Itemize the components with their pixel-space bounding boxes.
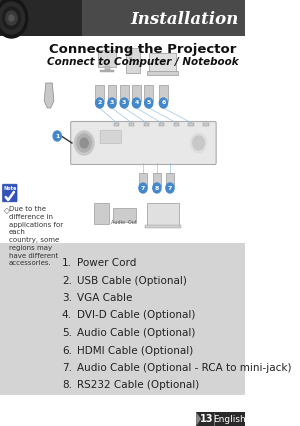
Text: 4.: 4. — [62, 311, 72, 320]
FancyBboxPatch shape — [95, 85, 104, 101]
Text: English: English — [213, 414, 246, 423]
FancyBboxPatch shape — [153, 173, 161, 186]
Circle shape — [166, 183, 174, 193]
Bar — [129, 123, 134, 126]
Text: HDMI Cable (Optional): HDMI Cable (Optional) — [77, 345, 193, 356]
Circle shape — [193, 136, 204, 150]
Circle shape — [0, 2, 25, 34]
Text: 1.: 1. — [62, 258, 72, 268]
Circle shape — [6, 11, 17, 25]
Circle shape — [190, 133, 207, 153]
Circle shape — [145, 98, 153, 108]
Bar — [0, 250, 245, 388]
Circle shape — [53, 131, 61, 141]
Text: Audio  Out: Audio Out — [111, 219, 137, 225]
FancyBboxPatch shape — [147, 202, 178, 225]
Circle shape — [153, 183, 161, 193]
Circle shape — [108, 98, 116, 108]
FancyBboxPatch shape — [3, 184, 17, 202]
Text: 2.: 2. — [62, 276, 72, 285]
Text: Note: Note — [3, 187, 16, 192]
Bar — [129, 57, 132, 58]
Text: 2: 2 — [98, 101, 102, 106]
Text: 7.: 7. — [62, 363, 72, 373]
Bar — [0, 243, 245, 250]
Bar — [0, 0, 245, 36]
Text: 3: 3 — [110, 101, 114, 106]
FancyBboxPatch shape — [112, 208, 136, 222]
Text: RS232 Cable (Optional): RS232 Cable (Optional) — [77, 380, 199, 391]
Bar — [0, 388, 245, 395]
Bar — [188, 123, 194, 126]
Text: 3.: 3. — [62, 293, 72, 303]
Bar — [0, 408, 245, 426]
Text: 13: 13 — [200, 414, 214, 424]
Bar — [114, 123, 119, 126]
Circle shape — [0, 0, 28, 38]
Circle shape — [159, 98, 167, 108]
Circle shape — [96, 98, 104, 108]
FancyBboxPatch shape — [98, 49, 116, 66]
FancyBboxPatch shape — [145, 225, 181, 228]
Circle shape — [77, 134, 92, 152]
Text: 8: 8 — [155, 185, 159, 190]
Text: 6.: 6. — [62, 345, 72, 356]
Text: Connect to Computer / Notebook: Connect to Computer / Notebook — [47, 57, 239, 67]
FancyBboxPatch shape — [147, 71, 178, 75]
Text: ◇: ◇ — [4, 206, 10, 215]
Bar — [158, 123, 164, 126]
FancyBboxPatch shape — [166, 173, 174, 186]
Text: 7: 7 — [168, 185, 172, 190]
FancyBboxPatch shape — [139, 173, 147, 186]
Text: 8.: 8. — [62, 380, 72, 391]
Text: 5: 5 — [146, 101, 151, 106]
Polygon shape — [44, 83, 54, 108]
Text: DVI-D Cable (Optional): DVI-D Cable (Optional) — [77, 311, 195, 320]
Circle shape — [120, 98, 128, 108]
Text: 6: 6 — [161, 101, 166, 106]
Bar — [105, 66, 110, 70]
FancyBboxPatch shape — [159, 85, 168, 101]
Circle shape — [2, 7, 20, 29]
Circle shape — [74, 131, 94, 155]
Text: USB Cable (Optional): USB Cable (Optional) — [77, 276, 187, 285]
FancyBboxPatch shape — [100, 130, 121, 144]
FancyBboxPatch shape — [120, 85, 128, 101]
Text: 7: 7 — [141, 185, 145, 190]
Circle shape — [9, 15, 14, 21]
Text: VGA Cable: VGA Cable — [77, 293, 132, 303]
Circle shape — [80, 138, 88, 148]
FancyBboxPatch shape — [71, 121, 216, 164]
Bar — [196, 412, 245, 426]
Text: Installation: Installation — [130, 11, 238, 28]
Text: Connecting the Projector: Connecting the Projector — [49, 43, 237, 57]
Bar — [100, 70, 114, 72]
Bar — [173, 123, 179, 126]
Bar — [143, 123, 149, 126]
FancyBboxPatch shape — [149, 52, 176, 72]
Text: Power Cord: Power Cord — [77, 258, 136, 268]
Text: Due to the
difference in
applications for
each
country, some
regions may
have di: Due to the difference in applications fo… — [9, 206, 63, 266]
Text: 3: 3 — [122, 101, 126, 106]
Text: 1: 1 — [55, 133, 59, 138]
Polygon shape — [196, 412, 201, 426]
FancyBboxPatch shape — [144, 85, 153, 101]
Text: 5.: 5. — [62, 328, 72, 338]
FancyBboxPatch shape — [94, 202, 109, 224]
FancyBboxPatch shape — [126, 48, 140, 72]
Text: Audio Cable (Optional): Audio Cable (Optional) — [77, 328, 195, 338]
Text: 4: 4 — [134, 101, 139, 106]
FancyBboxPatch shape — [108, 85, 116, 101]
Bar — [0, 0, 82, 36]
Circle shape — [139, 183, 147, 193]
Bar — [129, 52, 132, 55]
Bar — [203, 123, 209, 126]
Text: Audio Cable (Optional - RCA to mini-jack): Audio Cable (Optional - RCA to mini-jack… — [77, 363, 291, 373]
Circle shape — [132, 98, 141, 108]
Bar — [82, 0, 245, 36]
FancyBboxPatch shape — [132, 85, 141, 101]
